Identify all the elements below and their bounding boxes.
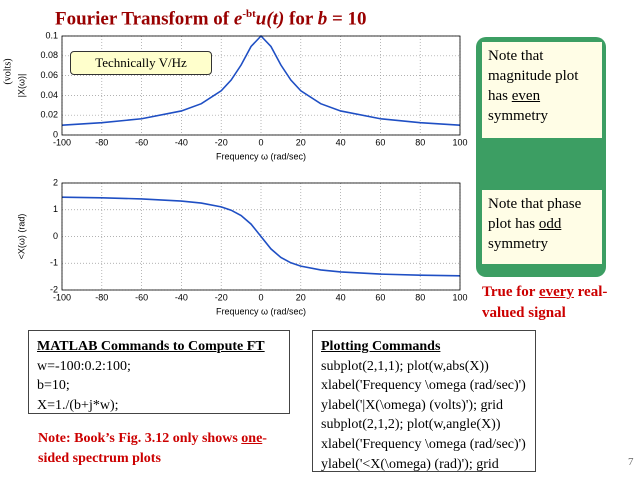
note-phase: Note that phase plot has odd symmetry	[482, 190, 602, 264]
note-text: -sided spectrum plots	[38, 431, 267, 466]
book-note: Note: Book’s Fig. 3.12 only shows one-si…	[38, 429, 268, 469]
code-line: xlabel('Frequency \omega (rad/sec)')	[321, 436, 526, 452]
y-tick-label: -1	[50, 258, 58, 268]
x-tick-label: -80	[95, 292, 108, 302]
code-line: X=1./(b+j*w);	[37, 397, 119, 413]
y-axis-unit: (volts)	[2, 58, 13, 84]
x-tick-label: 80	[415, 292, 425, 302]
note-text: every	[538, 284, 574, 300]
y-axis-label: <X(ω) (rad)	[16, 214, 26, 260]
code-line: ylabel('<X(\omega) (rad)'); grid	[321, 456, 499, 472]
y-axis-label: |X(ω)|	[16, 74, 26, 98]
slide-title: Fourier Transform of e-btu(t) for b = 10	[55, 8, 367, 30]
y-tick-label: 0.08	[40, 50, 58, 60]
note-text: even	[511, 88, 541, 104]
page-number: 7	[628, 456, 634, 468]
plot-frame	[61, 35, 461, 136]
title-text: for	[284, 8, 318, 30]
x-tick-label: 40	[336, 137, 346, 147]
x-tick-label: 80	[415, 137, 425, 147]
y-tick-label: 0	[53, 129, 58, 139]
box-heading: MATLAB Commands to Compute FT	[37, 339, 265, 354]
box-heading: Plotting Commands	[321, 339, 441, 354]
note-text: one	[241, 431, 263, 446]
note-text: odd	[538, 216, 562, 232]
y-tick-label: 2	[53, 177, 58, 187]
code-line: ylabel('|X(\omega) (volts)'); grid	[321, 397, 504, 413]
x-tick-label: -20	[215, 292, 228, 302]
y-tick-label: 0.04	[40, 90, 58, 100]
plotting-box: Plotting Commands subplot(2,1,1); plot(w,…	[312, 330, 536, 472]
x-tick-label: -80	[95, 137, 108, 147]
note-text: Note that phase plot has	[488, 196, 582, 232]
note-text: True for	[482, 284, 539, 300]
x-tick-label: -60	[135, 292, 148, 302]
note-magnitude: Note that magnitude plot has even symmet…	[482, 42, 602, 138]
y-tick-label: -2	[50, 284, 58, 294]
y-tick-label: 0.06	[40, 70, 58, 80]
code-line: xlabel('Frequency \omega (rad/sec)')	[321, 378, 526, 394]
x-tick-label: 60	[375, 292, 385, 302]
code-line: subplot(2,1,2); plot(w,angle(X))	[321, 417, 501, 433]
note-text: symmetry	[488, 108, 548, 124]
x-axis-label: Frequency ω (rad/sec)	[216, 306, 306, 316]
plot-frame	[61, 182, 461, 291]
real-signal-note: True for every real-valued signal	[482, 282, 612, 324]
y-tick-label: 0	[53, 231, 58, 241]
x-tick-label: 100	[452, 292, 467, 302]
title-text: = 10	[327, 8, 367, 30]
code-line: w=-100:0.2:100;	[37, 358, 131, 374]
x-tick-label: 40	[336, 292, 346, 302]
x-tick-label: 60	[375, 137, 385, 147]
y-tick-label: 0.1	[45, 30, 58, 40]
x-tick-label: -20	[215, 137, 228, 147]
x-tick-label: -100	[53, 137, 71, 147]
x-tick-label: 20	[296, 292, 306, 302]
x-tick-label: 100	[452, 137, 467, 147]
y-tick-label: 1	[53, 204, 58, 214]
x-tick-label: 0	[258, 292, 263, 302]
note-text: Note that magnitude plot has	[488, 48, 579, 104]
title-text: u(t)	[255, 8, 285, 30]
x-tick-label: -100	[53, 292, 71, 302]
note-text: symmetry	[488, 236, 548, 252]
x-tick-label: 0	[258, 137, 263, 147]
x-tick-label: -60	[135, 137, 148, 147]
data-line	[61, 196, 461, 277]
code-line: subplot(2,1,1); plot(w,abs(X))	[321, 358, 489, 374]
code-line: b=10;	[37, 378, 70, 394]
title-exponent: -bt	[242, 8, 256, 20]
y-tick-label: 0.02	[40, 110, 58, 120]
note-text: Note: Book’s Fig. 3.12 only shows	[38, 431, 242, 446]
title-text: b	[317, 8, 328, 30]
x-tick-label: 20	[296, 137, 306, 147]
x-tick-label: -40	[175, 292, 188, 302]
matlab-box: MATLAB Commands to Compute FT w=-100:0.2:…	[28, 330, 290, 414]
note-text: real-valued signal	[482, 284, 608, 321]
title-text: e	[233, 8, 243, 30]
x-tick-label: -40	[175, 137, 188, 147]
title-text: Fourier Transform of	[55, 8, 234, 30]
callout: Technically V/Hz	[70, 51, 212, 75]
x-axis-label: Frequency ω (rad/sec)	[216, 151, 306, 161]
